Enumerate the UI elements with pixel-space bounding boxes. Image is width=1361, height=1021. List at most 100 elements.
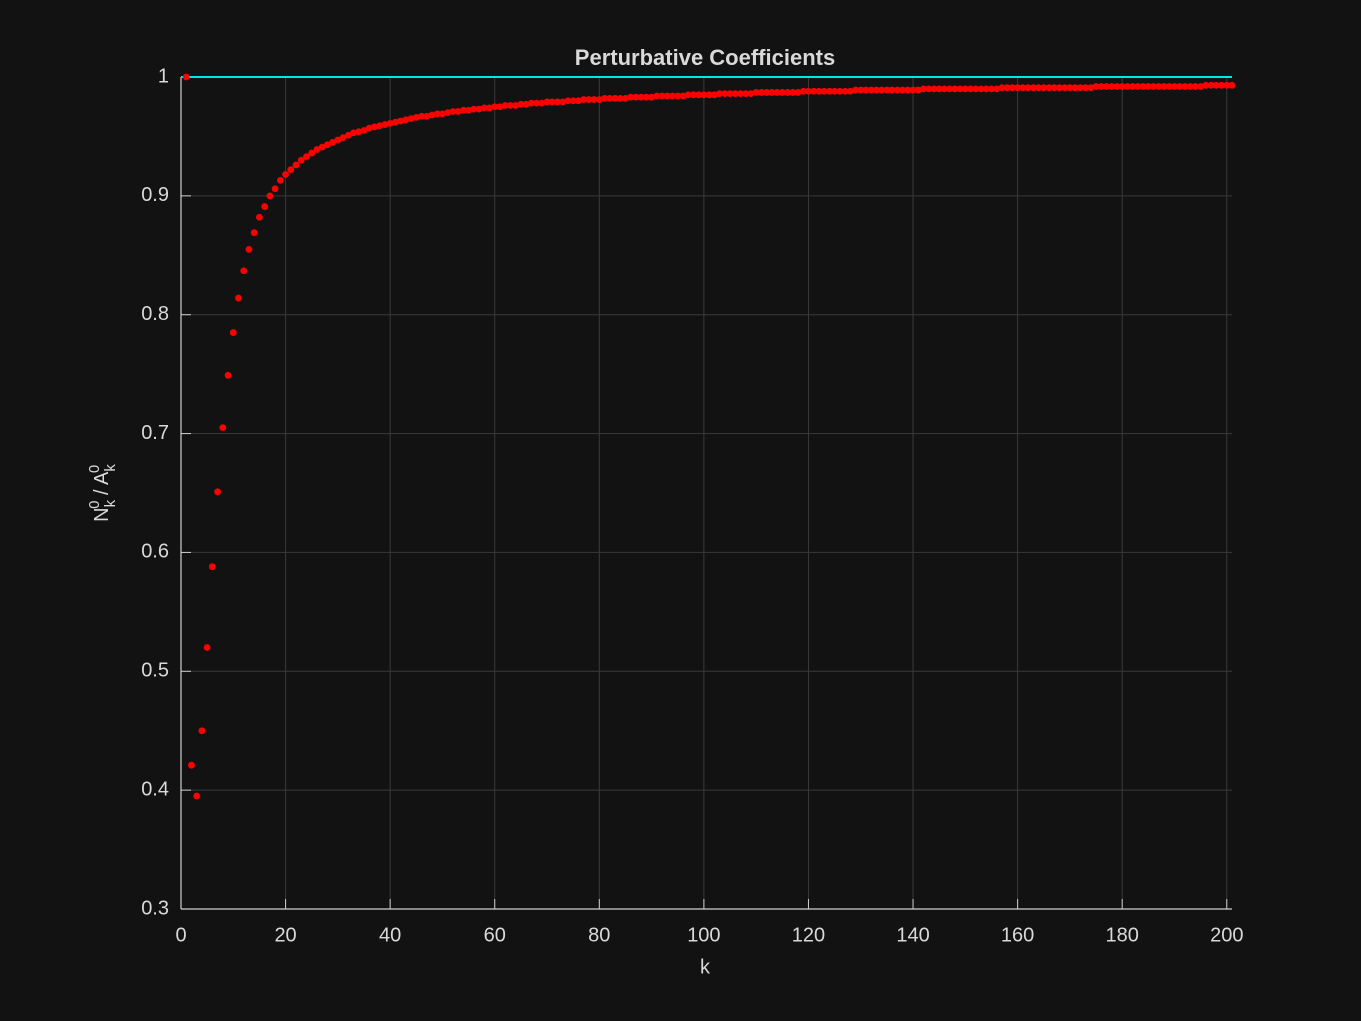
data-point <box>899 86 906 94</box>
data-point <box>622 94 629 102</box>
data-point <box>271 185 279 193</box>
data-point <box>789 89 797 96</box>
data-point <box>569 97 577 105</box>
data-point <box>397 117 405 125</box>
data-point <box>282 171 289 178</box>
data-point <box>1087 84 1095 92</box>
data-point <box>820 87 828 95</box>
y-tick-label: 0.7 <box>141 422 169 444</box>
data-point <box>637 93 645 101</box>
data-point <box>616 94 624 102</box>
x-tick-label: 160 <box>1001 924 1034 946</box>
data-point <box>1118 83 1126 90</box>
data-point <box>1092 83 1100 90</box>
data-point <box>726 90 734 98</box>
x-tick-label: 100 <box>687 924 720 946</box>
data-point <box>522 100 530 108</box>
data-point <box>198 727 206 735</box>
data-point <box>1019 84 1027 92</box>
data-point <box>972 85 980 93</box>
data-point <box>611 94 619 102</box>
data-point <box>805 87 812 95</box>
data-point <box>653 92 661 100</box>
data-point <box>1171 83 1178 90</box>
data-point <box>235 294 242 302</box>
data-point <box>261 203 269 210</box>
data-point <box>658 92 666 100</box>
data-point <box>287 166 295 174</box>
data-point <box>862 86 870 94</box>
data-point <box>250 229 258 237</box>
x-tick-label: 120 <box>792 924 825 946</box>
data-point <box>967 85 974 93</box>
data-point <box>1176 83 1184 90</box>
data-point <box>224 371 232 379</box>
data-point <box>334 136 342 144</box>
data-point <box>381 121 389 128</box>
y-axis-label: Nk0 / Ak0 <box>86 464 119 522</box>
x-tick-label: 0 <box>175 924 186 946</box>
data-point <box>1223 81 1231 89</box>
data-point <box>679 92 687 100</box>
data-point <box>982 85 990 93</box>
data-point <box>690 91 697 99</box>
y-label-part: 0 <box>86 501 103 509</box>
data-point <box>559 98 567 106</box>
data-point <box>831 87 839 95</box>
data-point <box>360 127 368 134</box>
data-point <box>815 87 823 95</box>
data-point <box>1045 84 1053 92</box>
data-point <box>914 86 922 94</box>
data-point <box>266 192 274 200</box>
data-point <box>1061 84 1069 92</box>
data-point <box>674 92 682 100</box>
data-point <box>1191 83 1199 90</box>
data-point <box>731 90 739 98</box>
data-point <box>564 97 572 105</box>
data-point <box>449 108 457 115</box>
y-tick-label: 1 <box>158 65 169 87</box>
data-point <box>988 85 995 93</box>
data-point <box>642 93 650 101</box>
data-point <box>1124 83 1131 90</box>
data-point <box>1218 81 1225 89</box>
data-point <box>1076 84 1084 92</box>
data-point <box>1008 84 1016 92</box>
data-point <box>742 90 750 98</box>
x-tick-label: 40 <box>379 924 401 946</box>
x-tick-label: 80 <box>588 924 610 946</box>
data-point <box>585 96 593 103</box>
data-point <box>590 96 598 103</box>
data-point <box>695 91 703 99</box>
data-point <box>344 131 352 139</box>
data-point <box>203 644 211 651</box>
data-point <box>517 100 525 108</box>
data-point <box>669 92 676 100</box>
data-point <box>324 141 331 149</box>
data-point <box>1155 83 1163 90</box>
y-tick-label: 0.8 <box>141 303 169 325</box>
data-point <box>846 87 854 95</box>
x-tick-label: 200 <box>1210 924 1243 946</box>
data-point <box>1212 81 1220 89</box>
data-point <box>684 91 692 99</box>
data-point <box>313 146 321 153</box>
data-point <box>632 93 640 101</box>
data-point <box>1165 83 1173 90</box>
data-point <box>240 267 248 275</box>
data-point <box>219 424 227 432</box>
data-point <box>538 99 546 107</box>
data-point <box>308 149 316 157</box>
chart-title: Perturbative Coefficients <box>575 45 835 70</box>
data-point <box>391 118 399 126</box>
data-point <box>486 104 493 112</box>
data-point <box>1029 84 1037 92</box>
data-point <box>418 112 425 120</box>
data-point <box>1040 84 1048 92</box>
data-point <box>977 85 985 93</box>
data-point <box>256 213 263 221</box>
data-point <box>883 86 891 94</box>
data-point <box>930 85 938 93</box>
data-point <box>648 93 655 101</box>
data-point <box>444 109 452 117</box>
